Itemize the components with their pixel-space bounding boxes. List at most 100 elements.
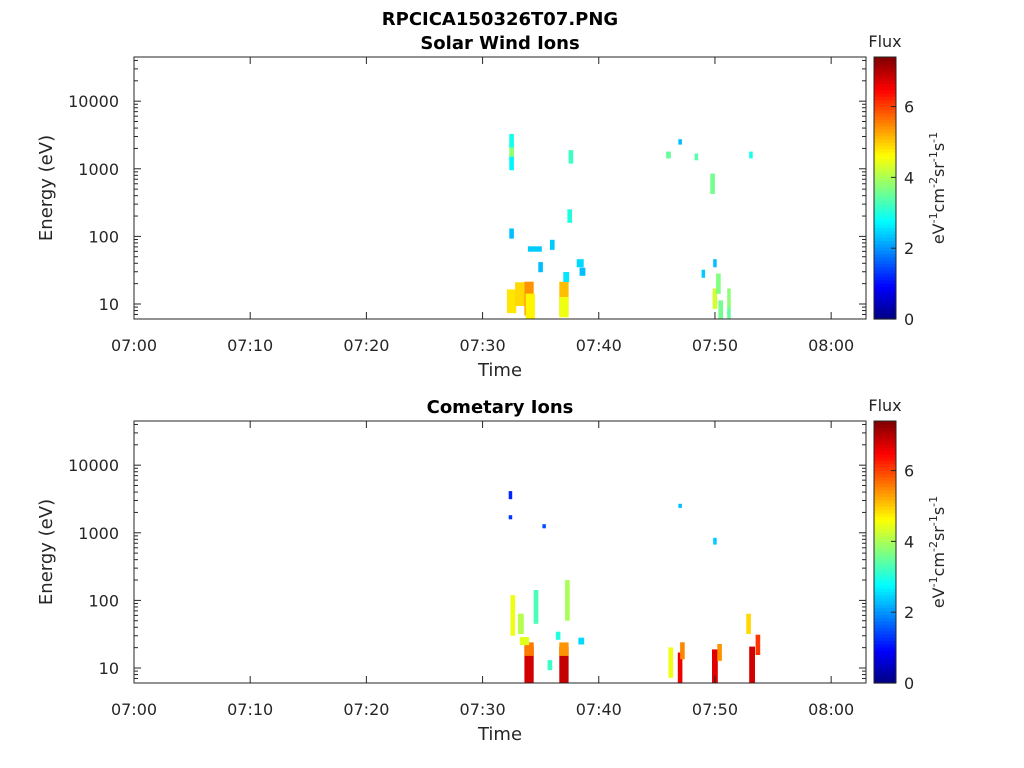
flux-cell: [525, 293, 535, 319]
colorbar-segment: [874, 620, 896, 625]
colorbar-tick-label: 6: [904, 98, 914, 117]
colorbar-segment: [874, 479, 896, 484]
colorbar-segment: [874, 643, 896, 648]
flux-cell: [749, 151, 753, 159]
colorbar-segment: [874, 679, 896, 684]
colorbar-segment: [874, 79, 896, 84]
flux-cell: [678, 139, 682, 145]
colorbar-segment: [874, 286, 896, 291]
cometary-y-label: Energy (eV): [36, 499, 57, 605]
colorbar-segment: [874, 502, 896, 507]
colorbar-tick-label: 4: [904, 168, 914, 187]
flux-cell: [717, 644, 722, 661]
colorbar-segment: [874, 315, 896, 320]
colorbar-segment: [874, 174, 896, 179]
x-tick-label: 07:40: [576, 700, 622, 719]
colorbar-segment: [874, 646, 896, 651]
colorbar-segment: [874, 207, 896, 212]
colorbar-segment: [874, 555, 896, 560]
flux-cell: [567, 209, 572, 223]
flux-cell: [680, 642, 685, 660]
colorbar-segment: [874, 250, 896, 255]
flux-cell: [713, 537, 717, 545]
colorbar-segment: [874, 70, 896, 74]
colorbar-segment: [874, 161, 896, 166]
colorbar-segment: [874, 282, 896, 287]
flux-cell: [718, 300, 723, 319]
colorbar-segment: [874, 558, 896, 563]
solar-wind-y-axis: 10 100 1000 10000: [68, 59, 866, 320]
colorbar-title: Flux: [868, 396, 901, 415]
colorbar-segment: [874, 86, 896, 91]
flux-cell: [515, 282, 525, 306]
colorbar-frame: [873, 420, 897, 684]
colorbar-segment: [874, 227, 896, 232]
colorbar-segment: [874, 565, 896, 569]
y-tick-label: 1000: [78, 160, 119, 179]
flux-cell: [559, 646, 569, 683]
colorbar-segment: [874, 292, 896, 297]
colorbar-segment: [874, 109, 896, 114]
colorbar-segment: [874, 640, 896, 645]
colorbar-segment: [874, 529, 896, 533]
cometary-cells: [508, 491, 761, 683]
colorbar-segment: [874, 663, 896, 668]
solar-wind-x-axis: 07:00 07:10 07:20 07:30 07:40 07:50 08:00: [111, 57, 854, 355]
colorbar-segment: [874, 571, 896, 576]
colorbar-segment: [874, 610, 896, 615]
colorbar-segment: [874, 496, 896, 501]
solar-wind-y-label: Energy (eV): [36, 135, 57, 241]
flux-cell: [668, 647, 674, 678]
flux-cell: [716, 273, 721, 294]
colorbar-segment: [874, 552, 896, 556]
flux-cell: [519, 637, 530, 646]
colorbar-segment: [874, 676, 896, 681]
colorbar-segment: [874, 99, 896, 104]
y-tick-label: 10000: [68, 92, 119, 111]
flux-cell: [507, 289, 517, 314]
colorbar-segment: [874, 269, 896, 274]
colorbar-segment: [874, 506, 896, 511]
colorbar-segment: [874, 630, 896, 635]
colorbar-segment: [874, 656, 896, 661]
colorbar-segment: [874, 430, 896, 435]
flux-cell: [555, 631, 561, 640]
flux-cell: [563, 272, 570, 283]
colorbar-segment: [874, 73, 896, 78]
flux-cell: [727, 288, 731, 309]
colorbar-segment: [874, 666, 896, 671]
x-tick-label: 08:00: [808, 700, 854, 719]
colorbar-segment: [874, 548, 896, 553]
colorbar-segment: [874, 230, 896, 235]
colorbar-segment: [874, 132, 896, 137]
flux-cell: [509, 134, 514, 148]
colorbar-segment: [874, 669, 896, 674]
colorbar-segment: [874, 299, 896, 304]
figure-title: RPCICA150326T07.PNG: [382, 9, 618, 30]
y-tick-label: 10: [99, 659, 119, 678]
colorbar-segment: [874, 204, 896, 209]
colorbar-segment: [874, 115, 896, 120]
flux-cell: [565, 580, 570, 621]
colorbar-segment: [874, 138, 896, 143]
colorbar-segment: [874, 240, 896, 245]
colorbar-segment: [874, 545, 896, 550]
flux-cell: [576, 259, 584, 268]
colorbar-segment: [874, 466, 896, 471]
colorbar-segment: [874, 450, 896, 455]
x-tick-label: 07:00: [111, 700, 157, 719]
colorbar-segment: [874, 443, 896, 448]
colorbar-segment: [874, 112, 896, 117]
flux-cell: [508, 491, 513, 500]
colorbar-segment: [874, 581, 896, 586]
colorbar-unit-label: eV-1cm-2sr-1s-1: [927, 132, 948, 244]
colorbar-segment: [874, 194, 896, 199]
colorbar-segment: [874, 578, 896, 583]
colorbar-segment: [874, 93, 896, 97]
colorbar-frame: [873, 56, 897, 320]
x-tick-label: 07:50: [692, 700, 738, 719]
colorbar-segment: [874, 125, 896, 130]
colorbar-segment: [874, 63, 896, 68]
colorbar-segment: [874, 66, 896, 71]
colorbar-segment: [874, 538, 896, 543]
